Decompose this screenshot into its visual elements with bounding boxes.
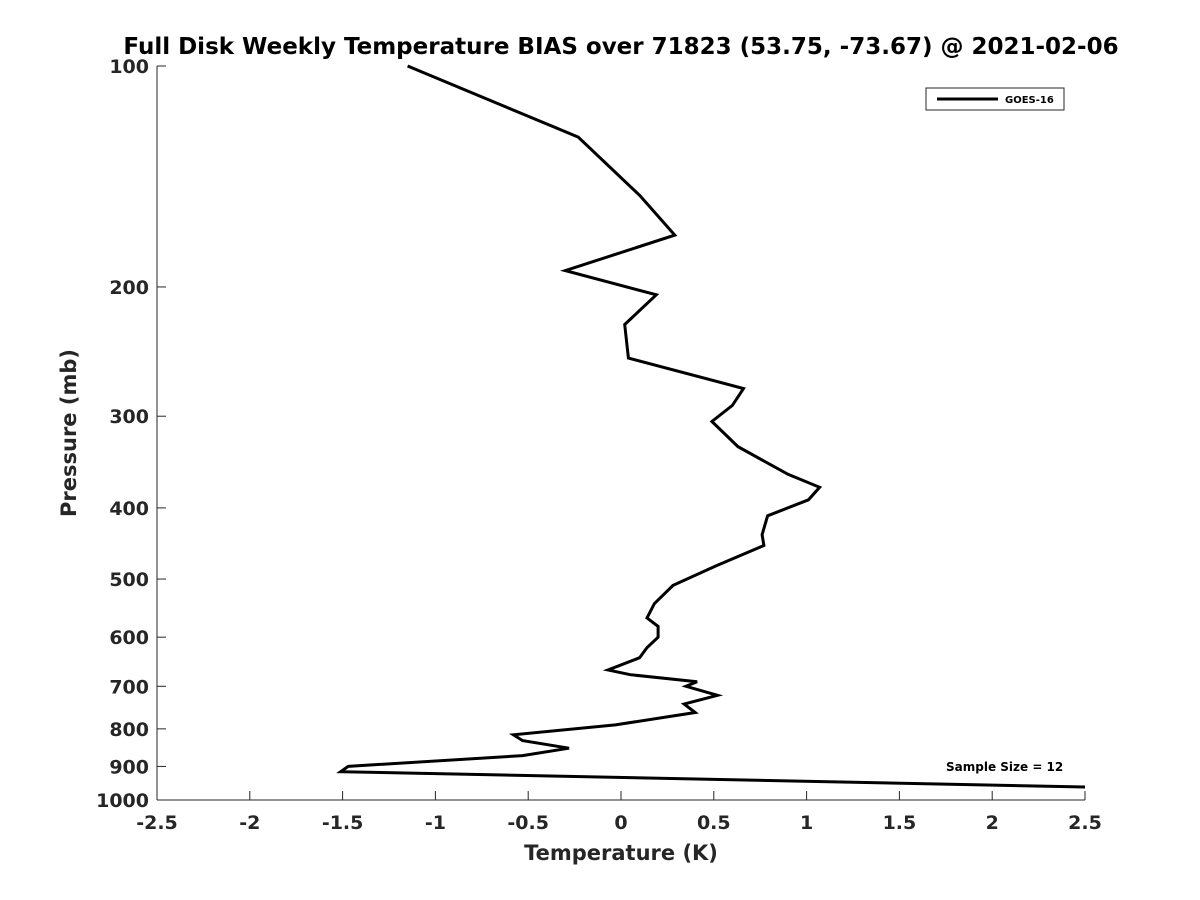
y-tick-label: 400 xyxy=(109,498,149,520)
chart-title: Full Disk Weekly Temperature BIAS over 7… xyxy=(123,34,1118,60)
x-tick-label: -0.5 xyxy=(507,812,549,834)
y-tick-label: 1000 xyxy=(96,790,149,812)
x-ticks: -2.5 -2 -1.5 -1 -0.5 0 0.5 1 1.5 2 2.5 xyxy=(136,791,1102,834)
x-tick-label: 0.5 xyxy=(697,812,731,834)
sample-size-annotation: Sample Size = 12 xyxy=(946,760,1063,774)
y-tick-label: 600 xyxy=(109,627,149,649)
x-tick-label: 2.5 xyxy=(1068,812,1102,834)
x-tick-label: 1 xyxy=(800,812,813,834)
y-tick-label: 200 xyxy=(109,277,149,299)
legend-label-goes-16: GOES-16 xyxy=(1005,95,1054,106)
y-ticks: 100 200 300 400 500 600 700 800 900 1000 xyxy=(96,56,166,812)
y-tick-label: 300 xyxy=(109,406,149,428)
y-tick-label: 500 xyxy=(109,569,149,591)
series-group xyxy=(336,64,1086,789)
series-line-goes-16 xyxy=(336,64,1086,789)
y-axis-label: Pressure (mb) xyxy=(57,349,81,517)
x-tick-label: 1.5 xyxy=(883,812,917,834)
x-axis-label: Temperature (K) xyxy=(524,841,718,865)
y-tick-label: 100 xyxy=(109,56,149,78)
legend: GOES-16 xyxy=(925,87,1065,111)
y-tick-label: 700 xyxy=(109,676,149,698)
x-tick-label: -1 xyxy=(425,812,446,834)
x-tick-label: -1.5 xyxy=(322,812,364,834)
x-tick-label: -2 xyxy=(239,812,260,834)
y-tick-label: 800 xyxy=(109,719,149,741)
x-tick-label: -2.5 xyxy=(136,812,178,834)
x-tick-label: 0 xyxy=(614,812,627,834)
x-tick-label: 2 xyxy=(986,812,999,834)
y-tick-label: 900 xyxy=(109,756,149,778)
